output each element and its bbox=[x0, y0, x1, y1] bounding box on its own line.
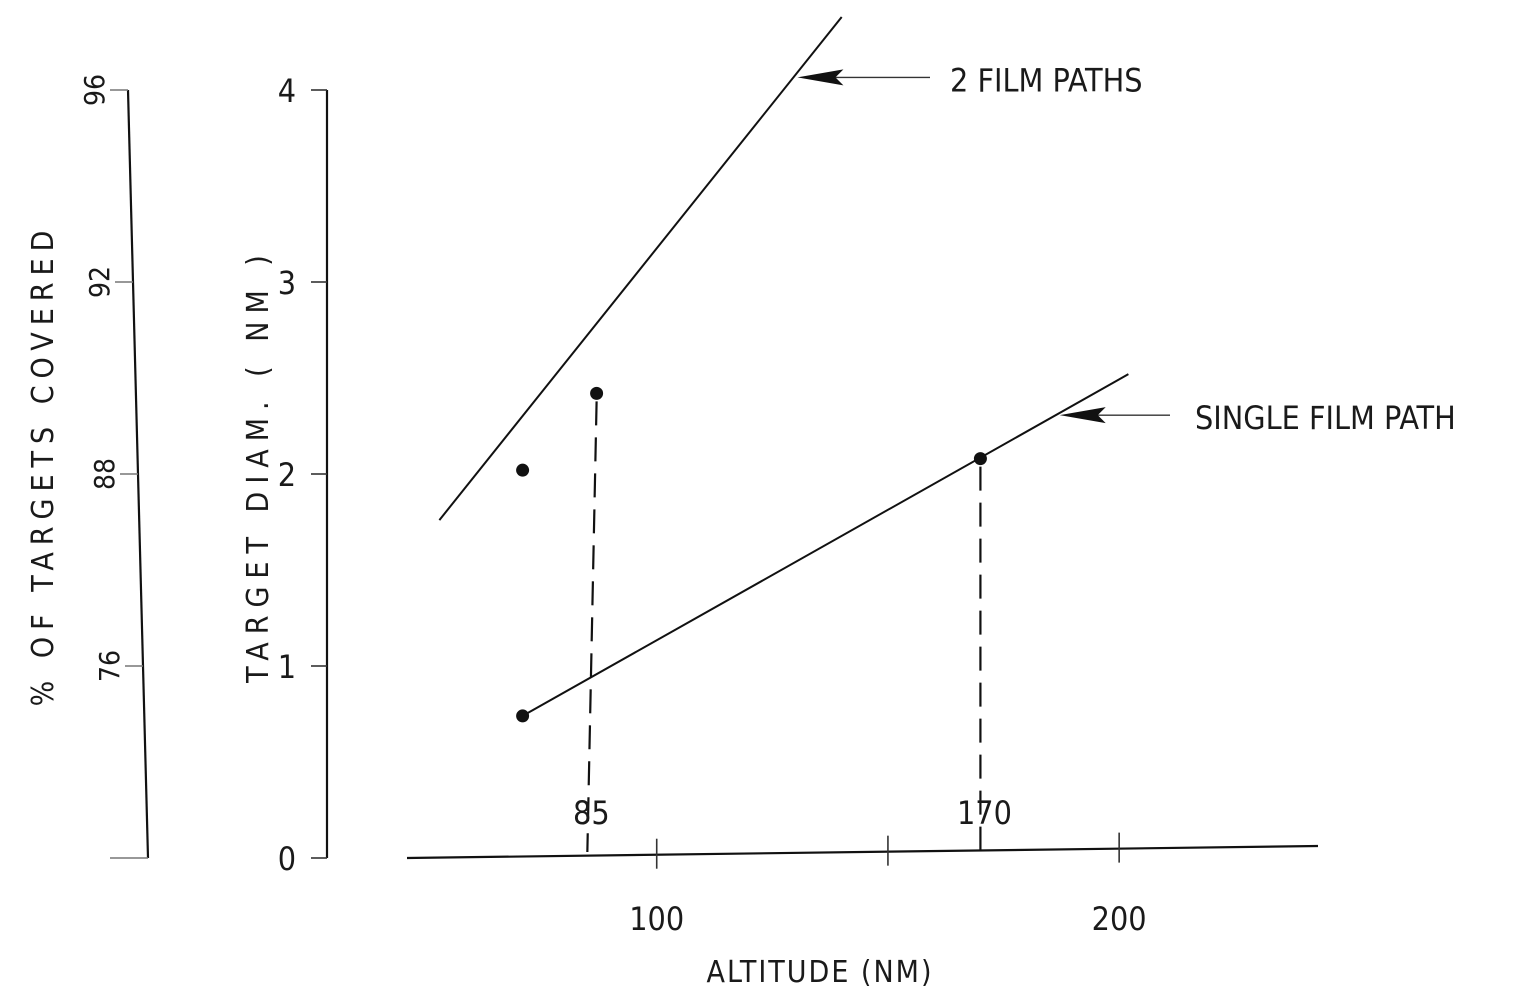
reference-line bbox=[586, 401, 598, 853]
ticks-layer: 0 1 2 3 4 76 88 92 96 100 200 bbox=[78, 72, 1147, 938]
data-point bbox=[590, 386, 604, 400]
data-point bbox=[973, 452, 987, 466]
x-tick-label: 100 bbox=[629, 900, 684, 938]
x-tick-label: 200 bbox=[1092, 900, 1147, 938]
y-tick-label: 3 bbox=[278, 264, 296, 302]
data-point bbox=[516, 709, 530, 723]
reference-label: 170 bbox=[957, 794, 1012, 832]
y2-axis-label: % OF TARGETS COVERED bbox=[26, 224, 61, 707]
x-axis-line bbox=[406, 844, 1319, 860]
series-line-1 bbox=[438, 16, 843, 521]
y2-tick-label: 96 bbox=[78, 74, 111, 106]
annotation-arrow-head bbox=[797, 69, 844, 86]
y-tick-label: 0 bbox=[278, 840, 296, 878]
annotation-arrow-head bbox=[1059, 407, 1106, 424]
y-tick-label: 4 bbox=[278, 72, 296, 110]
data-point bbox=[516, 463, 530, 477]
series-line-2 bbox=[522, 373, 1129, 717]
y2-tick-label: 76 bbox=[93, 650, 126, 682]
y2-tick-label: 88 bbox=[88, 458, 121, 490]
annotation-label: 2 FILM PATHS bbox=[950, 61, 1143, 99]
y2-tick-label: 92 bbox=[83, 266, 116, 298]
axes-layer bbox=[126, 89, 1319, 860]
y-tick-label: 1 bbox=[278, 648, 296, 686]
y-tick-label: 2 bbox=[278, 456, 296, 494]
annotation-layer: 85 170 2 FILM PATHS SINGLE FILM PATH bbox=[573, 61, 1456, 832]
y-axis-label: TARGET DIAM. ( NM ) bbox=[241, 247, 276, 684]
reference-label: 85 bbox=[573, 794, 610, 832]
series-layer bbox=[438, 16, 1129, 853]
annotation-label: SINGLE FILM PATH bbox=[1195, 399, 1456, 437]
x-axis-label: ALTITUDE (NM) bbox=[707, 955, 934, 990]
